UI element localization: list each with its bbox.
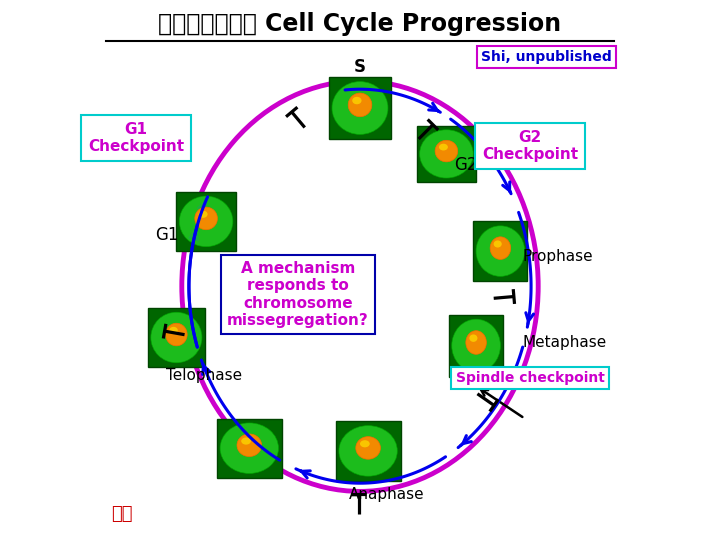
Text: G1
Checkpoint: G1 Checkpoint [88, 122, 184, 154]
Text: Prophase: Prophase [522, 249, 593, 264]
Ellipse shape [452, 319, 500, 372]
Bar [217, 418, 282, 478]
Bar [417, 126, 476, 183]
Ellipse shape [179, 196, 233, 247]
Ellipse shape [360, 440, 370, 447]
Text: A mechanism
responds to
chromosome
missegregation?: A mechanism responds to chromosome misse… [227, 261, 369, 328]
Bar [329, 77, 391, 139]
Text: Telophase: Telophase [166, 368, 242, 383]
Ellipse shape [241, 437, 251, 444]
Text: Shi, unpublished: Shi, unpublished [481, 50, 612, 64]
Ellipse shape [348, 93, 372, 117]
Ellipse shape [494, 240, 502, 247]
Text: Anaphase: Anaphase [349, 487, 425, 502]
Ellipse shape [439, 144, 448, 151]
Text: Spindle checkpoint: Spindle checkpoint [456, 371, 605, 385]
Ellipse shape [466, 330, 487, 354]
Text: 贝班: 贝班 [112, 505, 133, 523]
Ellipse shape [220, 423, 279, 474]
Text: Metaphase: Metaphase [522, 335, 606, 350]
Ellipse shape [356, 437, 380, 459]
Ellipse shape [332, 82, 388, 134]
Ellipse shape [339, 426, 397, 476]
Ellipse shape [476, 226, 525, 276]
Text: S: S [354, 58, 366, 77]
Ellipse shape [420, 130, 473, 178]
Ellipse shape [490, 237, 510, 259]
Bar [474, 221, 527, 281]
Text: G1: G1 [156, 226, 179, 244]
Bar [148, 308, 204, 367]
Bar [449, 314, 503, 377]
Ellipse shape [199, 211, 207, 218]
Ellipse shape [469, 334, 477, 342]
Ellipse shape [169, 327, 178, 334]
Text: G2
Checkpoint: G2 Checkpoint [482, 130, 578, 162]
Bar [176, 192, 236, 251]
Ellipse shape [166, 323, 187, 346]
Ellipse shape [435, 140, 458, 162]
Bar [336, 421, 400, 481]
Text: G2: G2 [454, 156, 478, 174]
Text: 细胞周期示意图 Cell Cycle Progression: 细胞周期示意图 Cell Cycle Progression [158, 12, 562, 36]
Ellipse shape [151, 312, 202, 363]
Ellipse shape [352, 97, 361, 104]
Ellipse shape [237, 434, 261, 456]
Ellipse shape [195, 207, 217, 230]
